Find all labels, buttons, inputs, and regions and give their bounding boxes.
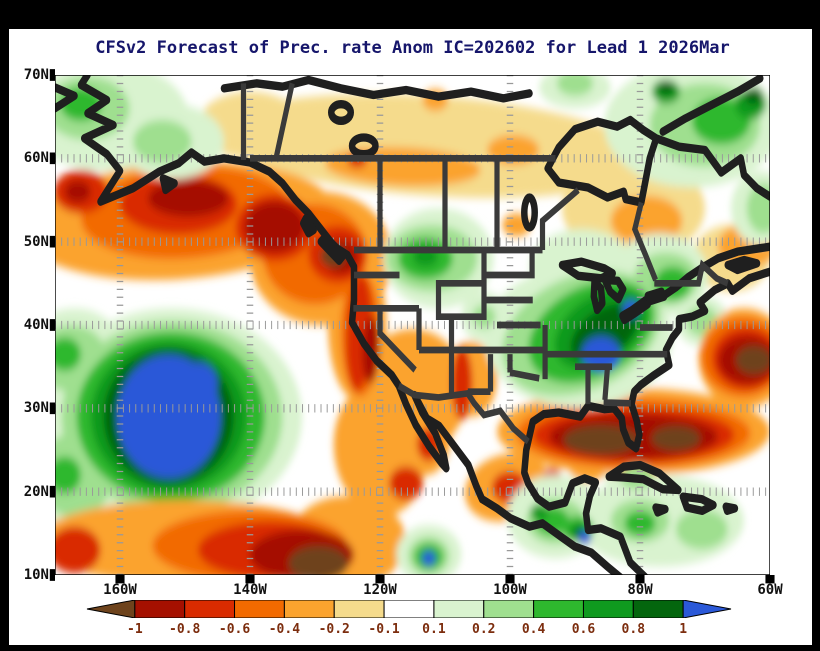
- colorbar-label: 0.4: [521, 622, 546, 637]
- colorbar-label: -0.1: [368, 622, 400, 637]
- lon-label: 140W: [233, 582, 267, 598]
- colorbar-cell: [383, 600, 435, 618]
- lat-label: 30N: [23, 400, 49, 417]
- colorbar-cell: [433, 600, 485, 618]
- colorbar-cell: [682, 600, 732, 618]
- chart-title: CFSv2 Forecast of Prec. rate Anom IC=202…: [95, 38, 730, 58]
- colorbar-cell: [632, 600, 684, 618]
- colorbar-cell: [184, 600, 236, 618]
- plot-panel: CFSv2 Forecast of Prec. rate Anom IC=202…: [9, 29, 812, 645]
- colorbar-label: -0.8: [169, 622, 201, 637]
- colorbar-cell: [533, 600, 584, 618]
- lat-label: 50N: [23, 233, 49, 250]
- lat-label: 40N: [23, 317, 49, 333]
- colorbar-cell: [333, 600, 385, 618]
- colorbar-label: -0.6: [218, 622, 251, 637]
- colorbar-cell: [86, 600, 136, 618]
- lon-label: 80W: [627, 582, 653, 598]
- lon-label: 60W: [757, 582, 783, 598]
- colorbar-cell: [134, 600, 186, 618]
- colorbar-label: 0.1: [422, 622, 446, 637]
- colorbar-label: 0.8: [621, 622, 646, 637]
- lon-label: 160W: [103, 582, 137, 598]
- lon-label: 120W: [363, 582, 397, 598]
- lon-label: 100W: [493, 582, 527, 598]
- colorbar-cell: [283, 600, 335, 618]
- colorbar-label: 1: [679, 622, 688, 637]
- colorbar-label: -1: [127, 622, 143, 637]
- colorbar-label: 0.6: [571, 622, 596, 637]
- colorbar-cell: [582, 600, 634, 618]
- lat-label: 60N: [23, 150, 49, 167]
- anomaly-field: [55, 75, 770, 575]
- lat-label: 20N: [23, 483, 49, 500]
- lat-label: 70N: [23, 67, 49, 83]
- colorbar-label: 0.2: [472, 622, 496, 637]
- lat-label: 10N: [23, 567, 49, 583]
- map-canvas: [49, 69, 775, 584]
- coastlines: [55, 75, 770, 575]
- colorbar-svg: [86, 600, 732, 618]
- state-borders: [240, 82, 729, 445]
- colorbar-label: -0.2: [318, 622, 350, 637]
- colorbar-cell: [234, 600, 285, 618]
- colorbar-label: -0.4: [268, 622, 301, 637]
- colorbar-cell: [483, 600, 535, 618]
- axis-ticks: [49, 69, 775, 584]
